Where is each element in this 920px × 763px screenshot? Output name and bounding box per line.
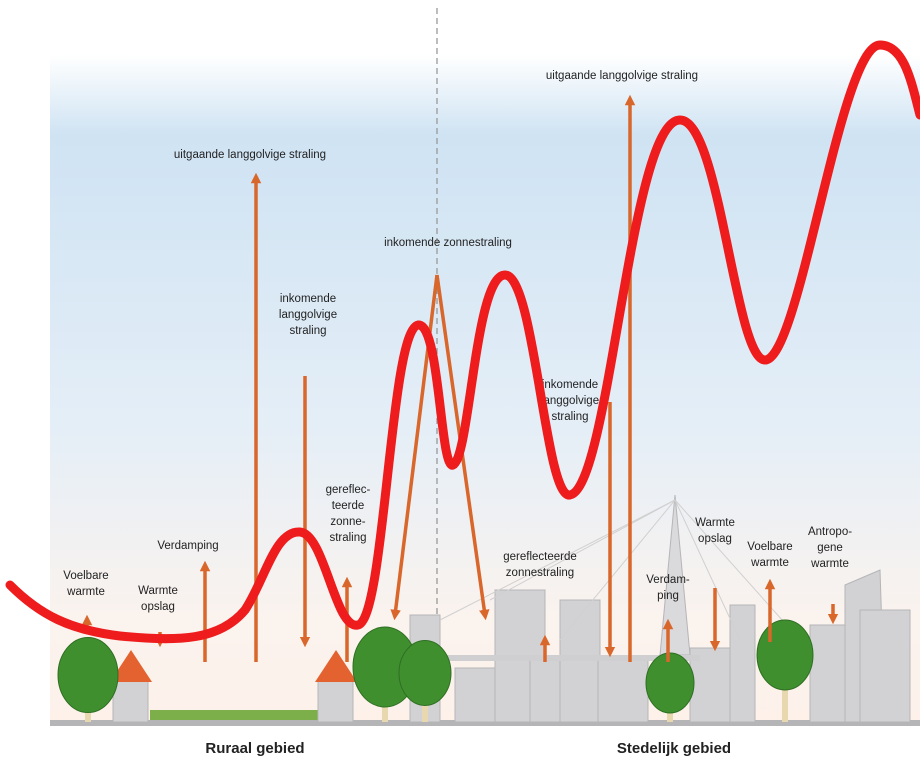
building: [529, 659, 561, 723]
label-line: Voelbare: [63, 570, 108, 582]
label-line: gereflec-: [326, 484, 371, 496]
tree: [57, 637, 119, 713]
label-line: Warmte: [138, 585, 178, 597]
label-line: straling: [551, 411, 588, 423]
building: [809, 624, 851, 723]
house: [317, 679, 354, 723]
tree: [398, 640, 452, 706]
label-line: zonne-: [330, 516, 365, 528]
ground: [50, 720, 920, 726]
red-curve: [5, 40, 920, 644]
label-line: gene: [817, 542, 843, 554]
region-label: Ruraal gebied: [205, 740, 304, 757]
label-line: inkomende zonnestraling: [384, 237, 512, 249]
label-line: opslag: [141, 601, 175, 613]
building: [454, 667, 496, 723]
label-line: inkomende: [542, 379, 598, 391]
label-line: straling: [289, 325, 326, 337]
trunk: [782, 660, 788, 722]
roof: [315, 650, 357, 682]
label-line: uitgaande langgolvige straling: [174, 149, 326, 161]
label-line: uitgaande langgolvige straling: [546, 70, 698, 82]
label-line: Warmte: [695, 517, 735, 529]
labels: uitgaande langgolvige straling inkomende l…: [63, 70, 852, 613]
label-line: Verdamping: [157, 540, 218, 552]
label-line: Antropo-: [808, 526, 852, 538]
label-line: warmte: [750, 557, 789, 569]
roof: [110, 650, 152, 682]
label-line: opslag: [698, 533, 732, 545]
building: [729, 604, 756, 723]
building: [597, 659, 649, 723]
label-line: Voelbare: [747, 541, 792, 553]
tree: [756, 619, 814, 691]
house: [112, 679, 149, 723]
bridge-deck: [440, 655, 700, 661]
bridge-cables: [439, 499, 801, 641]
landscape: [50, 494, 920, 726]
label-line: warmte: [810, 558, 849, 570]
region-label: Stedelijk gebied: [617, 740, 731, 757]
building: [859, 609, 911, 723]
label-line: langgolvige: [541, 395, 599, 407]
label-line: inkomende: [280, 293, 336, 305]
label-line: teerde: [332, 500, 365, 512]
label-line: langgolvige: [279, 309, 337, 321]
label-line: zonnestraling: [506, 567, 574, 579]
tree: [645, 652, 695, 714]
label-line: ping: [657, 590, 679, 602]
label-line: straling: [329, 532, 366, 544]
label-line: gereflecteerde: [503, 551, 577, 563]
label-line: warmte: [66, 586, 105, 598]
label-line: Verdam-: [646, 574, 690, 586]
